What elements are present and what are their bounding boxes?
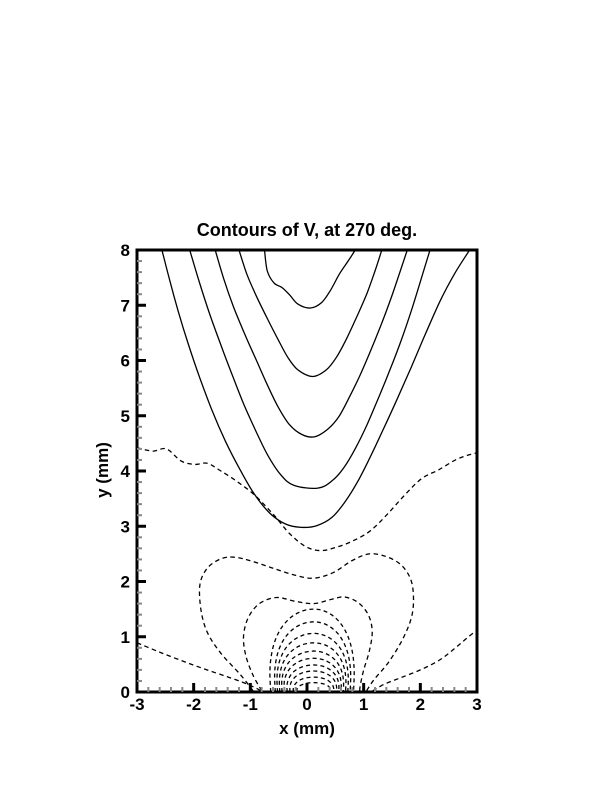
contour-dashed: [198, 553, 415, 691]
x-axis-label: x (mm): [279, 719, 335, 738]
contour-dashed-arc: [273, 621, 352, 691]
y-axis-label: y (mm): [93, 442, 112, 498]
contour-solid: [161, 251, 470, 529]
y-tick-label: 7: [121, 296, 130, 315]
contour-dashed: [138, 447, 476, 552]
axes-layer: [135, 248, 479, 694]
x-tick-label: -2: [186, 695, 201, 714]
contour-dashed: [242, 596, 373, 691]
contour-dashed-arc: [286, 664, 340, 691]
y-tick-label: 2: [121, 573, 130, 592]
contour-dashed-arc: [292, 676, 335, 691]
y-tick-label: 3: [121, 517, 130, 536]
chart-title: Contours of V, at 270 deg.: [197, 220, 417, 240]
contour-dashed-arc: [281, 650, 345, 691]
contour-dashed: [138, 642, 263, 691]
contour-lines-layer: [138, 251, 476, 691]
x-tick-label: 2: [416, 695, 425, 714]
contour-solid: [214, 251, 408, 438]
contour-solid: [189, 251, 431, 489]
x-tick-label: 3: [472, 695, 481, 714]
y-tick-label: 5: [121, 407, 130, 426]
contour-solid: [263, 251, 356, 309]
y-tick-label: 0: [121, 683, 130, 702]
tick-labels-layer: -3 -2 -1 0 1 2 3 0 1 2 3 4 5 6 7 8: [121, 241, 482, 714]
contour-dashed: [372, 630, 476, 691]
x-tick-label: -3: [129, 695, 144, 714]
y-tick-label: 6: [121, 352, 130, 371]
plot-box: [135, 248, 479, 694]
contour-solid: [238, 251, 383, 378]
contour-dashed-arc: [276, 632, 349, 691]
x-tick-label: 0: [302, 695, 311, 714]
y-tick-label: 8: [121, 241, 130, 260]
contour-dashed-arc: [283, 657, 342, 691]
contour-dashed-arc: [269, 608, 355, 691]
x-tick-label: -1: [243, 695, 258, 714]
y-tick-label: 4: [121, 462, 131, 481]
contour-dashed-arc: [278, 642, 347, 691]
y-tick-label: 1: [121, 628, 130, 647]
contour-dashed-arc: [289, 670, 338, 691]
x-tick-label: 1: [359, 695, 368, 714]
